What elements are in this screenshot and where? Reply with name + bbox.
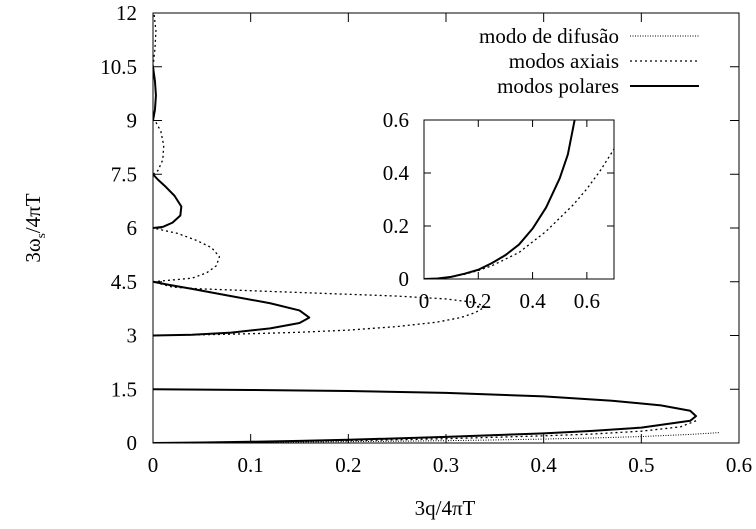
inset-x-tick-label: 0.4 xyxy=(519,289,546,313)
main-series-2-curve-3 xyxy=(153,66,157,121)
main-y-tick-label: 7.5 xyxy=(111,162,137,186)
main-series-1-curve-3 xyxy=(153,119,165,175)
inset-x-tick-label: 0.2 xyxy=(465,289,491,313)
legend-label-difusao: modo de difusão xyxy=(479,24,619,48)
x-axis-label: 3q/4πT xyxy=(415,496,476,520)
svg-text:3ωs/4πT: 3ωs/4πT xyxy=(21,193,48,262)
main-y-tick-label: 12 xyxy=(116,1,137,25)
inset-x-tick-label: 0 xyxy=(419,289,430,313)
main-x-tick-label: 0.6 xyxy=(726,453,752,477)
main-series-1-curve-4 xyxy=(153,13,157,67)
inset-x-tick-label: 0.6 xyxy=(574,289,600,313)
y-axis-label: 3ωs/4πT xyxy=(21,193,48,262)
main-x-ticks: 0 0.1 0.2 0.3 0.4 0.5 0.6 xyxy=(148,13,752,477)
main-x-tick-label: 0 xyxy=(148,453,159,477)
legend-label-polares: modos polares xyxy=(497,74,619,98)
main-series-1-curve-1 xyxy=(153,281,486,337)
main-x-tick-label: 0.2 xyxy=(335,453,361,477)
main-x-tick-label: 0.3 xyxy=(433,453,459,477)
main-series-1-curve-0 xyxy=(153,420,697,443)
main-y-tick-label: 10.5 xyxy=(100,55,137,79)
main-y-ticks: 0 1.5 3 4.5 6 7.5 9 10.5 12 xyxy=(100,1,739,455)
inset-series-0-curve-0 xyxy=(424,120,576,279)
main-x-tick-label: 0.5 xyxy=(628,453,654,477)
inset-y-tick-label: 0.2 xyxy=(383,214,409,238)
inset-y-tick-label: 0 xyxy=(399,267,410,291)
y-axis-label-tail: /4πT xyxy=(21,193,45,233)
main-y-tick-label: 3 xyxy=(127,324,138,348)
main-x-tick-label: 0.4 xyxy=(531,453,558,477)
inset-y-tick-label: 0.6 xyxy=(383,108,409,132)
legend-label-axiais: modos axiais xyxy=(509,49,619,73)
main-y-tick-label: 0 xyxy=(127,431,138,455)
main-x-tick-label: 0.1 xyxy=(238,453,264,477)
inset-curves xyxy=(424,120,614,279)
inset-y-tick-label: 0.4 xyxy=(383,161,410,185)
legend: modo de difusão modos axiais modos polar… xyxy=(479,24,699,98)
y-axis-label-sub: s xyxy=(33,233,48,238)
inset-series-1-curve-0 xyxy=(424,148,614,279)
main-y-tick-label: 6 xyxy=(127,216,138,240)
main-series-2-curve-1 xyxy=(153,280,311,337)
main-curves xyxy=(153,13,720,443)
inset-x-ticks: 0 0.2 0.4 0.6 xyxy=(419,120,600,313)
main-series-1-curve-2 xyxy=(153,227,221,283)
main-y-tick-label: 1.5 xyxy=(111,377,137,401)
main-series-2-curve-0 xyxy=(153,388,698,443)
inset-plot-frame xyxy=(423,119,615,280)
main-y-tick-label: 9 xyxy=(127,109,138,133)
main-series-2-curve-2 xyxy=(153,173,183,229)
y-axis-label-main: 3ω xyxy=(21,238,45,262)
inset-y-ticks: 0 0.2 0.4 0.6 xyxy=(383,108,614,291)
main-y-tick-label: 4.5 xyxy=(111,270,137,294)
